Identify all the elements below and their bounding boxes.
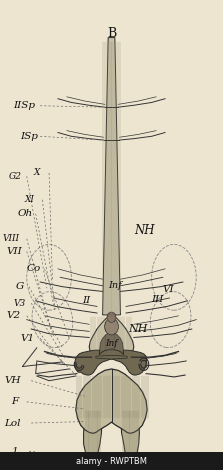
Polygon shape xyxy=(99,332,124,355)
Ellipse shape xyxy=(107,312,116,322)
Text: G2: G2 xyxy=(9,172,22,181)
Text: ISp: ISp xyxy=(20,132,38,141)
Text: F: F xyxy=(11,397,19,407)
Polygon shape xyxy=(75,350,147,375)
Polygon shape xyxy=(121,404,139,463)
Text: VII: VII xyxy=(7,247,23,256)
Text: B: B xyxy=(107,27,116,40)
Text: Co: Co xyxy=(27,264,41,274)
Polygon shape xyxy=(84,404,102,463)
Text: III: III xyxy=(152,295,164,305)
Text: IISp: IISp xyxy=(13,101,35,110)
Text: alamy - RWPTBM: alamy - RWPTBM xyxy=(76,456,147,465)
Text: VI: VI xyxy=(163,284,174,294)
Polygon shape xyxy=(96,355,127,359)
Text: V1: V1 xyxy=(20,334,34,343)
Bar xyxy=(0,452,223,470)
Text: X: X xyxy=(33,168,40,178)
Text: NH: NH xyxy=(128,324,148,334)
Text: XI: XI xyxy=(25,195,34,204)
Text: G: G xyxy=(16,282,24,291)
Text: Inf: Inf xyxy=(108,281,122,290)
Text: Lol: Lol xyxy=(4,418,21,428)
Text: VIII: VIII xyxy=(2,234,19,243)
Text: V2: V2 xyxy=(7,311,21,321)
Text: 1: 1 xyxy=(11,446,18,456)
Polygon shape xyxy=(89,315,134,355)
Text: Inf: Inf xyxy=(105,338,118,348)
Text: II: II xyxy=(83,296,91,306)
Polygon shape xyxy=(103,38,120,315)
Text: V3: V3 xyxy=(13,298,26,308)
Ellipse shape xyxy=(105,319,118,335)
Polygon shape xyxy=(76,369,147,433)
Text: NH: NH xyxy=(134,224,154,237)
Text: VH: VH xyxy=(4,376,21,385)
Text: Oh: Oh xyxy=(18,209,33,219)
